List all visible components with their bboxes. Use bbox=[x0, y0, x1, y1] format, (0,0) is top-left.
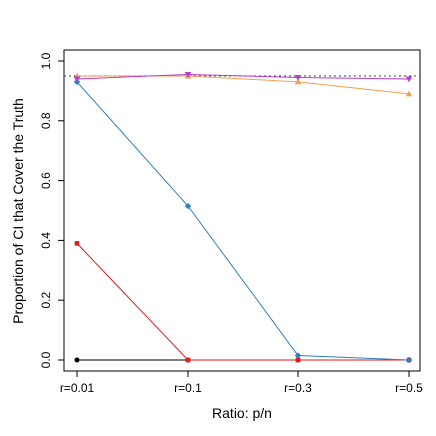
data-point bbox=[74, 357, 80, 363]
y-tick-label: 0.4 bbox=[39, 232, 53, 249]
series-line bbox=[76, 243, 409, 361]
data-point bbox=[405, 356, 413, 364]
series-line bbox=[76, 81, 410, 361]
data-point bbox=[405, 76, 413, 83]
y-tick-label: 0.8 bbox=[39, 112, 53, 129]
y-axis: 0.0 0.2 0.4 0.6 0.8 1.0 bbox=[39, 52, 64, 368]
data-point bbox=[73, 76, 81, 83]
y-tick-label: 0.0 bbox=[39, 351, 53, 368]
x-tick-label: r=0.5 bbox=[395, 381, 423, 395]
series-line bbox=[77, 75, 410, 95]
data-point bbox=[184, 71, 192, 78]
data-point bbox=[295, 357, 301, 363]
data-point bbox=[185, 357, 191, 363]
y-tick-label: 1.0 bbox=[39, 52, 53, 69]
data-point bbox=[74, 241, 80, 246]
series-line bbox=[76, 73, 410, 80]
x-tick-label: r=0.3 bbox=[284, 381, 312, 395]
data-point bbox=[294, 352, 302, 359]
data-point bbox=[294, 74, 302, 81]
data-point bbox=[405, 90, 413, 97]
data-point bbox=[294, 78, 302, 85]
x-axis: r=0.01 r=0.1 r=0.3 r=0.5 bbox=[60, 371, 423, 395]
y-tick-label: 0.6 bbox=[39, 172, 53, 189]
x-tick-label: r=0.1 bbox=[174, 381, 202, 395]
plot-frame bbox=[63, 49, 421, 372]
y-tick-label: 0.2 bbox=[39, 292, 53, 309]
data-point bbox=[184, 202, 192, 210]
series-layer bbox=[73, 71, 413, 364]
y-axis-title: Proportion of CI that Cover the Truth bbox=[10, 98, 26, 324]
x-tick-label: r=0.01 bbox=[60, 381, 95, 395]
x-axis-title: Ratio: p/n bbox=[212, 405, 272, 421]
